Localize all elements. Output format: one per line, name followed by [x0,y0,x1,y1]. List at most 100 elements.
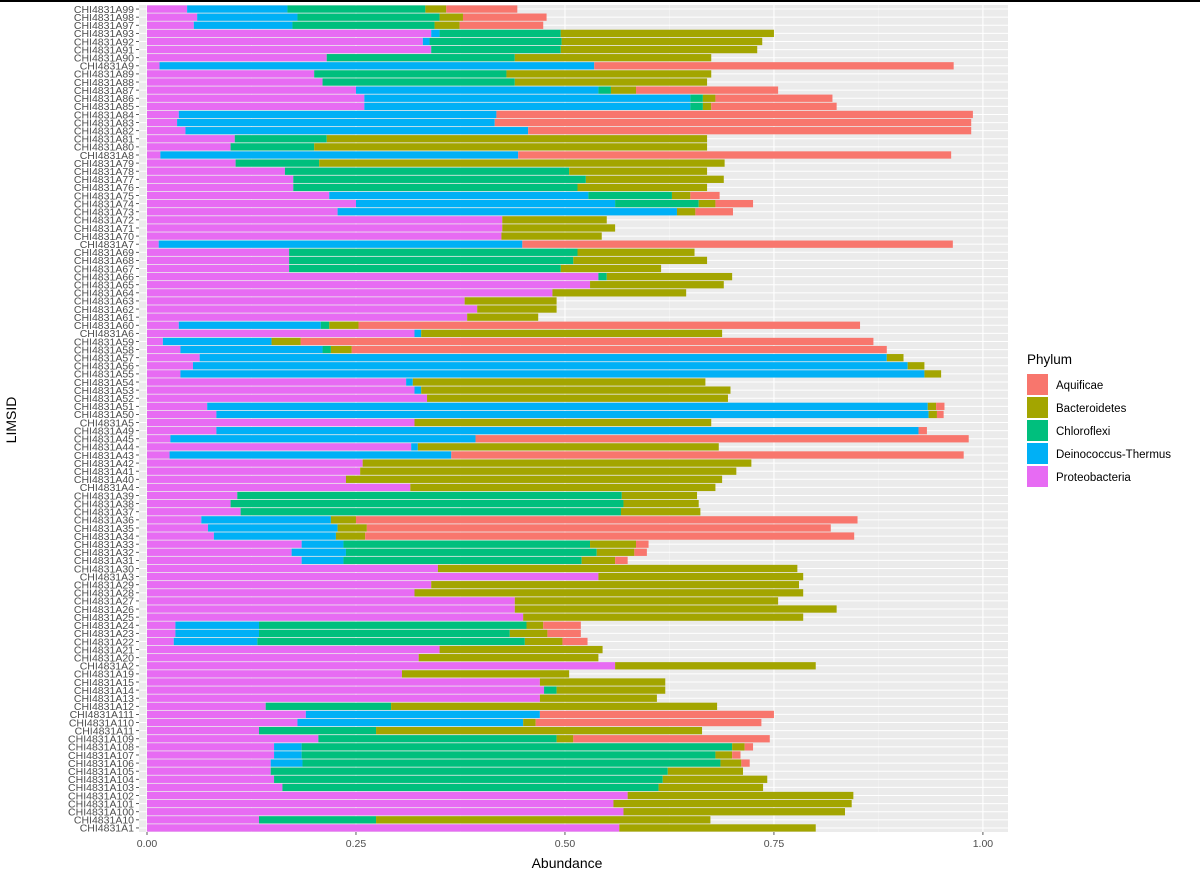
bar-segment-bacteroidetes-chi4831a41 [360,467,737,475]
bar-segment-proteobacteria-chi4831a12 [147,702,266,710]
y-tick-label: CHI4831A102 [68,790,134,802]
bar-segment-chloroflexi-chi4831a78 [284,167,570,175]
bar-segment-bacteroidetes-chi4831a5 [414,418,712,427]
bar-segment-proteobacteria-chi4831a80 [147,143,231,151]
y-tick-label: CHI4831A29 [74,580,134,592]
legend-key-bacteroidetes [1027,397,1048,418]
y-tick-label: CHI4831A108 [68,742,134,754]
y-tick-label: CHI4831A1 [80,823,134,835]
legend-key-aquificae [1027,374,1048,395]
bar-segment-proteobacteria-chi4831a102 [147,791,628,800]
bar-segment-deinococcus-thermus-chi4831a93 [431,29,440,38]
bar-segment-bacteroidetes-chi4831a99 [425,5,447,13]
y-tick-label: CHI4831A75 [74,190,134,202]
bar-segment-proteobacteria-chi4831a44 [147,443,412,451]
bar-segment-proteobacteria-chi4831a104 [147,775,275,783]
bar-segment-bacteroidetes-chi4831a107 [715,751,733,759]
bar-segment-bacteroidetes-chi4831a71 [502,224,616,232]
bar-segment-proteobacteria-chi4831a85 [147,102,365,110]
y-tick-label: CHI4831A37 [74,507,134,519]
legend-label: Chloroflexi [1056,426,1110,438]
bar-segment-proteobacteria-chi4831a49 [147,427,217,435]
bar-segment-bacteroidetes-chi4831a110 [523,718,536,727]
bar-segment-deinococcus-thermus-chi4831a9 [159,62,595,70]
bar-segment-proteobacteria-chi4831a65 [147,281,591,289]
y-tick-label: CHI4831A55 [74,369,134,381]
bar-segment-deinococcus-thermus-chi4831a86 [364,94,691,102]
bar-segment-deinococcus-thermus-chi4831a7 [158,240,523,248]
bar-segment-proteobacteria-chi4831a110 [147,718,298,727]
y-tick-label: CHI4831A21 [74,644,134,656]
legend-key-chloroflexi [1027,420,1048,441]
bar-segment-bacteroidetes-chi4831a79 [319,159,725,167]
y-tick-label: CHI4831A98 [74,12,134,24]
bar-segment-proteobacteria-chi4831a101 [147,799,614,808]
bar-segment-proteobacteria-chi4831a98 [147,13,198,21]
y-tick-label: CHI4831A27 [74,596,134,608]
bar-segment-chloroflexi-chi4831a14 [544,686,557,694]
legend-label: Bacteroidetes [1056,403,1127,415]
bar-segment-chloroflexi-chi4831a58 [322,345,331,354]
y-tick-label: CHI4831A73 [74,207,134,219]
bar-segment-aquificae-chi4831a51 [936,402,945,410]
y-tick-label: CHI4831A99 [74,4,134,16]
y-tick-label: CHI4831A91 [74,44,134,56]
bar-segment-bacteroidetes-chi4831a86 [702,94,716,102]
y-tick-label: CHI4831A7 [80,239,134,251]
bar-segment-proteobacteria-chi4831a15 [147,678,540,686]
y-tick-label: CHI4831A50 [74,409,134,421]
bar-segment-chloroflexi-chi4831a80 [230,143,315,151]
bar-segment-bacteroidetes-chi4831a76 [577,183,708,192]
y-tick-label: CHI4831A25 [74,612,134,624]
bar-segment-bacteroidetes-chi4831a24 [526,621,544,629]
y-tick-label: CHI4831A71 [74,223,134,235]
bar-segment-bacteroidetes-chi4831a85 [702,102,712,110]
bar-segment-bacteroidetes-chi4831a27 [514,597,779,605]
y-tick-label: CHI4831A87 [74,85,134,97]
bar-segment-proteobacteria-chi4831a58 [147,345,181,354]
y-tick-label: CHI4831A72 [74,215,134,227]
bar-segment-bacteroidetes-chi4831a39 [621,491,698,500]
bar-segment-bacteroidetes-chi4831a60 [329,321,359,329]
bar-segment-bacteroidetes-chi4831a68 [573,256,708,265]
y-tick-label: CHI4831A103 [68,782,134,794]
bar-segment-bacteroidetes-chi4831a106 [720,759,742,767]
bar-segment-bacteroidetes-chi4831a11 [376,727,703,735]
bar-segment-proteobacteria-chi4831a69 [147,248,290,256]
bar-segment-deinococcus-thermus-chi4831a44 [411,443,418,451]
bar-segment-proteobacteria-chi4831a109 [147,735,319,743]
bar-segment-bacteroidetes-chi4831a105 [667,767,744,775]
y-tick-label: CHI4831A13 [74,693,134,705]
bar-segment-proteobacteria-chi4831a39 [147,491,238,500]
bar-segment-aquificae-chi4831a49 [918,427,927,435]
bar-segment-bacteroidetes-chi4831a70 [501,232,602,240]
bar-segment-proteobacteria-chi4831a8 [147,151,161,159]
bar-segment-bacteroidetes-chi4831a13 [539,694,657,702]
bar-segment-proteobacteria-chi4831a66 [147,272,599,281]
bar-segment-proteobacteria-chi4831a23 [147,629,176,638]
bar-segment-aquificae-chi4831a22 [562,637,588,646]
y-tick-label: CHI4831A111 [70,709,135,721]
y-tick-label: CHI4831A63 [74,296,134,308]
bar-segment-aquificae-chi4831a106 [741,759,750,767]
bar-segment-aquificae-chi4831a86 [715,94,833,102]
bar-segment-bacteroidetes-chi4831a78 [569,167,708,175]
bar-segment-deinococcus-thermus-chi4831a87 [355,86,599,94]
bar-segment-bacteroidetes-chi4831a36 [330,516,356,524]
bar-segment-aquificae-chi4831a87 [636,86,779,94]
bar-segment-chloroflexi-chi4831a103 [282,783,659,792]
y-tick-label: CHI4831A86 [74,93,134,105]
bar-segment-proteobacteria-chi4831a111 [147,710,306,719]
bar-segment-deinococcus-thermus-chi4831a36 [201,516,331,524]
bar-segment-aquificae-chi4831a83 [494,118,972,127]
y-tick-label: CHI4831A11 [75,725,135,737]
bar-segment-proteobacteria-chi4831a26 [147,605,515,613]
bar-segment-bacteroidetes-chi4831a29 [431,581,800,589]
bar-segment-chloroflexi-chi4831a67 [289,264,561,273]
bar-segment-proteobacteria-chi4831a21 [147,645,440,654]
bar-segment-bacteroidetes-chi4831a91 [560,45,758,54]
bar-segment-chloroflexi-chi4831a77 [293,175,586,183]
bar-segment-bacteroidetes-chi4831a23 [509,629,548,638]
top-border-line [0,0,1200,2]
bar-segment-deinococcus-thermus-chi4831a92 [422,37,430,46]
